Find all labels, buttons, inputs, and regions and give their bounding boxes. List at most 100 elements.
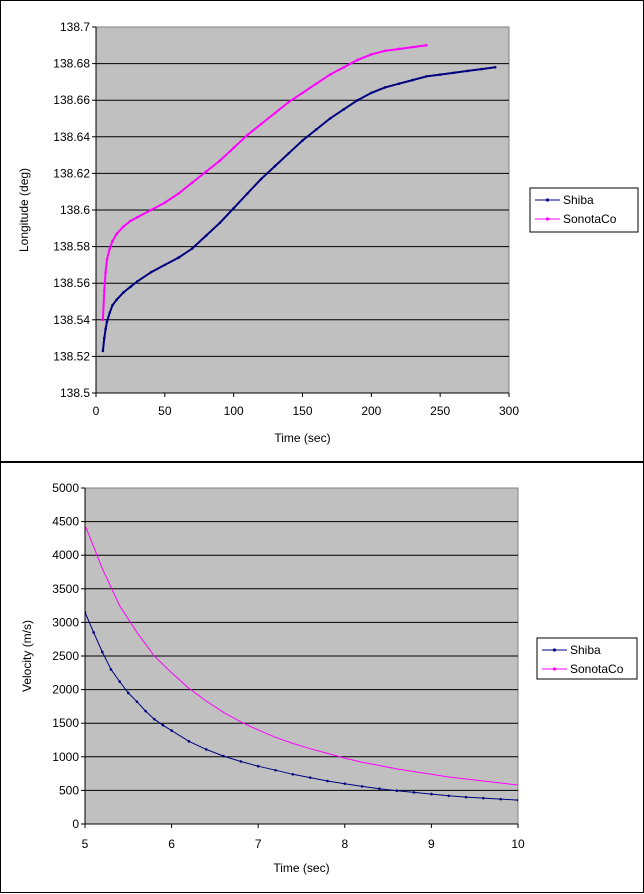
vel-point-shiba [127, 691, 130, 695]
lon-point-shiba [287, 151, 291, 155]
lon-point-sonotaco [425, 44, 428, 47]
lon-point-shiba [129, 285, 132, 289]
lon-point-shiba [493, 65, 497, 69]
lon-point-sonotaco [136, 216, 139, 219]
lon-point-shiba [370, 91, 373, 95]
lon-y-tick-label: 138.5 [60, 386, 90, 400]
vel-point-shiba [204, 748, 208, 751]
lon-point-sonotaco [370, 53, 373, 56]
vel-x-tick-label: 7 [255, 837, 262, 851]
lon-point-shiba [425, 75, 428, 78]
lon-legend-marker-sonotaco [545, 217, 550, 221]
lon-point-shiba [397, 82, 401, 86]
lon-y-tick-label: 138.6 [60, 203, 90, 217]
vel-y-tick-label: 3000 [52, 615, 79, 629]
lon-point-sonotaco [259, 122, 263, 126]
vel-point-shiba [118, 680, 121, 683]
lon-point-shiba [218, 221, 222, 225]
lon-point-sonotaco [115, 232, 118, 236]
vel-point-shiba [291, 772, 295, 776]
velocity-chart-panel: 0 500 1000 1500 2000 2500 3000 3500 4000 4500 5000… [0, 462, 644, 893]
lon-point-sonotaco [149, 208, 153, 212]
vel-y-tick-label: 4500 [52, 515, 79, 529]
vel-legend-label-sonotaco: SonotaCo [570, 662, 624, 676]
lon-legend [529, 187, 639, 233]
lon-point-shiba [328, 117, 332, 120]
lon-point-shiba [102, 336, 106, 340]
lon-x-tick-label: 100 [224, 404, 244, 418]
lon-y-tick-label: 138.66 [53, 93, 90, 107]
lon-point-shiba [356, 98, 359, 102]
vel-legend-marker-sonotaco [552, 667, 557, 671]
vel-y-tick-label: 3500 [52, 582, 79, 596]
lon-point-sonotaco [102, 289, 106, 292]
lon-point-sonotaco [101, 318, 105, 322]
lon-x-tick-label: 150 [292, 404, 312, 418]
vel-legend-marker-shiba [552, 648, 557, 652]
lon-point-sonotaco [383, 49, 387, 53]
lon-x-tick-label: 200 [361, 404, 381, 418]
lon-y-tick-label: 138.64 [53, 130, 90, 144]
vel-point-shiba [239, 760, 243, 763]
lon-point-shiba [411, 78, 414, 82]
vel-point-shiba [152, 717, 156, 721]
lon-x-tick-label: 250 [430, 404, 450, 418]
lon-point-shiba [232, 206, 235, 210]
lon-point-shiba [246, 192, 249, 195]
vel-x-tick-label: 5 [82, 837, 89, 851]
vel-x-tick-label: 10 [511, 837, 525, 851]
lon-point-sonotaco [287, 100, 291, 104]
lon-point-sonotaco [356, 58, 359, 62]
lon-point-sonotaco [273, 111, 277, 115]
vel-point-shiba [144, 709, 147, 713]
lon-x-tick-label: 50 [158, 404, 172, 418]
lon-point-sonotaco [301, 91, 304, 95]
lon-point-shiba [104, 327, 107, 331]
vel-point-shiba [499, 797, 502, 801]
vel-point-shiba [222, 754, 225, 758]
vel-x-tick-label: 8 [341, 837, 348, 851]
lon-point-sonotaco [342, 65, 346, 69]
vel-legend-label-shiba: Shiba [570, 643, 601, 657]
vel-point-shiba [326, 779, 329, 783]
vel-y-tick-label: 2500 [52, 649, 79, 663]
vel-point-shiba [516, 798, 518, 802]
vel-point-shiba [187, 740, 191, 743]
vel-point-shiba [464, 795, 468, 799]
lon-point-shiba [105, 320, 109, 323]
lon-point-sonotaco [246, 133, 249, 137]
vel-y-tick-label: 5000 [52, 481, 79, 495]
lon-legend-label-shiba: Shiba [563, 193, 594, 207]
vel-point-shiba [274, 768, 277, 772]
lon-point-sonotaco [122, 225, 125, 228]
vel-point-shiba [482, 796, 485, 800]
vel-point-shiba [92, 631, 95, 634]
lon-point-shiba [191, 247, 194, 250]
lon-point-shiba [204, 234, 208, 237]
vel-y-tick-label: 2000 [52, 683, 79, 697]
lon-legend-marker-shiba [545, 198, 550, 202]
lon-point-sonotaco [411, 45, 414, 49]
lon-point-sonotaco [397, 47, 401, 51]
lon-point-shiba [177, 256, 180, 259]
lon-point-shiba [115, 298, 118, 301]
lon-point-shiba [301, 139, 304, 142]
lon-point-sonotaco [104, 270, 107, 274]
lon-point-shiba [273, 164, 277, 168]
lon-series-group [101, 44, 497, 353]
lon-legend-label-sonotaco: SonotaCo [563, 212, 617, 226]
vel-x-tick-label: 6 [168, 837, 175, 851]
lon-point-sonotaco [328, 73, 332, 76]
vel-point-shiba [378, 787, 381, 791]
longitude-chart: 138.5 138.52 138.54 138.56 138.58 138.6 138.62… [17, 20, 639, 445]
vel-point-shiba [343, 782, 347, 785]
lon-point-shiba [452, 71, 456, 75]
lon-point-shiba [466, 69, 470, 73]
vel-x-axis-title: Time (sec) [273, 861, 329, 875]
vel-point-shiba [430, 792, 433, 796]
lon-y-tick-label: 138.68 [53, 57, 90, 71]
lon-point-shiba [149, 270, 153, 274]
lon-y-axis-title: Longitude (deg) [17, 168, 31, 252]
vel-point-shiba [85, 611, 87, 614]
lon-y-tick-label: 138.56 [53, 276, 90, 290]
